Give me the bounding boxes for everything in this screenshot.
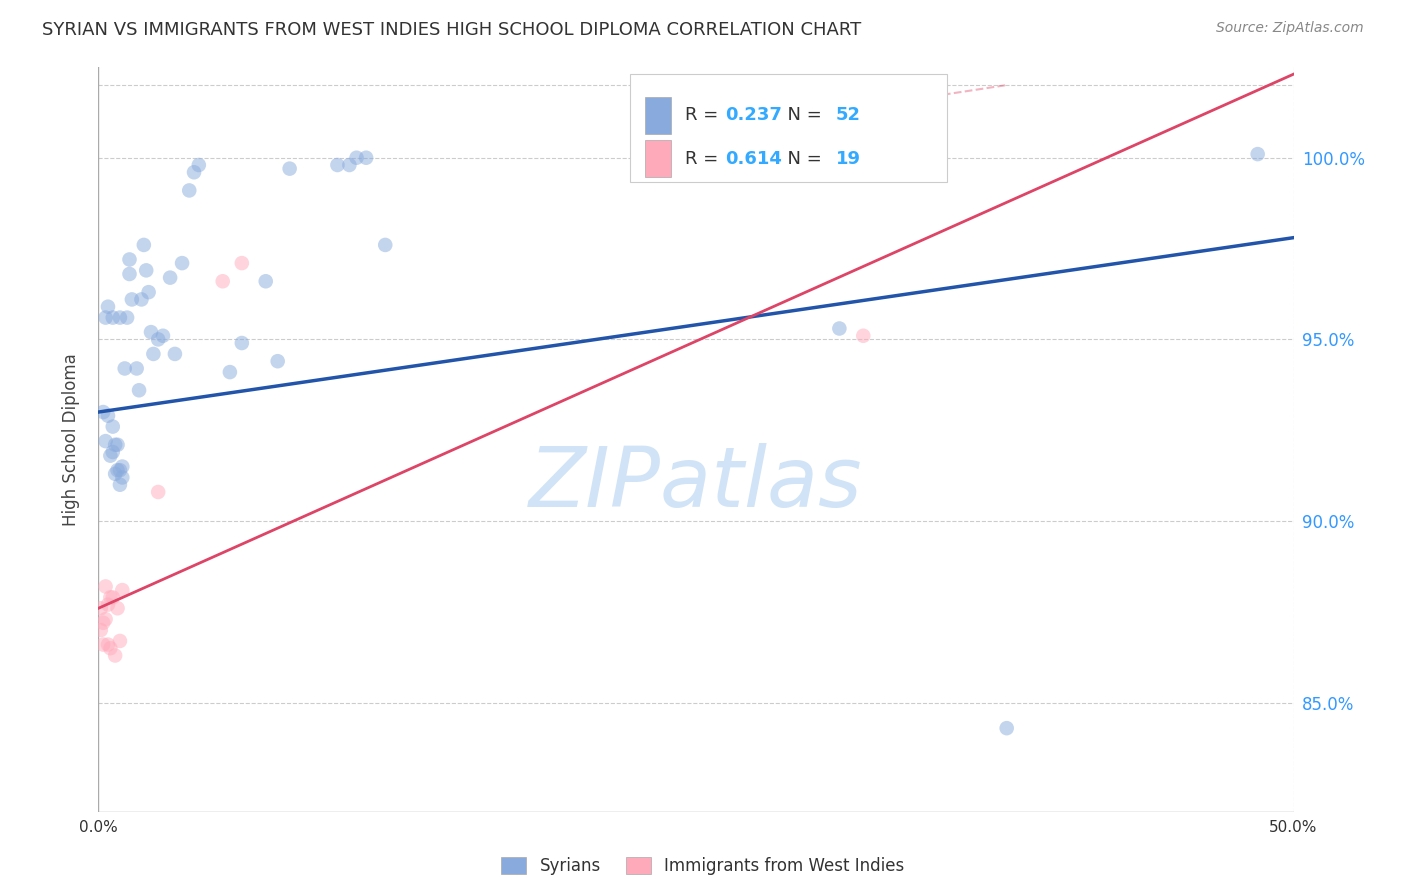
Text: 0.614: 0.614	[724, 150, 782, 168]
Point	[346, 151, 368, 165]
Point	[128, 384, 150, 398]
Point	[374, 238, 396, 252]
Point	[111, 470, 134, 484]
Point	[97, 638, 120, 652]
Text: SYRIAN VS IMMIGRANTS FROM WEST INDIES HIGH SCHOOL DIPLOMA CORRELATION CHART: SYRIAN VS IMMIGRANTS FROM WEST INDIES HI…	[42, 21, 862, 38]
Point	[118, 267, 141, 281]
Point	[108, 634, 131, 648]
Legend: Syrians, Immigrants from West Indies: Syrians, Immigrants from West Indies	[495, 850, 911, 882]
Point	[108, 463, 131, 477]
Text: 19: 19	[835, 150, 860, 168]
Point	[278, 161, 301, 176]
Text: R =: R =	[685, 150, 724, 168]
Point	[142, 347, 165, 361]
Point	[101, 445, 124, 459]
Point	[132, 238, 155, 252]
Text: 52: 52	[835, 106, 860, 124]
Point	[152, 328, 174, 343]
Point	[101, 591, 124, 605]
Point	[135, 263, 157, 277]
Text: Source: ZipAtlas.com: Source: ZipAtlas.com	[1216, 21, 1364, 35]
Point	[1247, 147, 1270, 161]
Text: N =: N =	[776, 106, 828, 124]
Point	[94, 434, 117, 449]
Point	[118, 252, 141, 267]
FancyBboxPatch shape	[644, 140, 671, 178]
Point	[183, 165, 205, 179]
Point	[91, 615, 114, 630]
Point	[159, 270, 181, 285]
Point	[104, 438, 127, 452]
Text: N =: N =	[776, 150, 828, 168]
Text: ZIPatlas: ZIPatlas	[529, 443, 863, 524]
Point	[94, 310, 117, 325]
Point	[107, 601, 129, 615]
Point	[172, 256, 194, 270]
Point	[219, 365, 242, 379]
Point	[108, 477, 131, 491]
Point	[104, 648, 127, 663]
Y-axis label: High School Diploma: High School Diploma	[62, 353, 80, 525]
Point	[326, 158, 349, 172]
Point	[231, 336, 253, 351]
Point	[138, 285, 160, 300]
Point	[995, 721, 1018, 735]
Point	[91, 405, 114, 419]
Point	[852, 328, 875, 343]
FancyBboxPatch shape	[630, 74, 948, 182]
Point	[339, 158, 361, 172]
Point	[267, 354, 290, 368]
Point	[104, 467, 127, 481]
Point	[94, 612, 117, 626]
Point	[107, 463, 129, 477]
Point	[101, 419, 124, 434]
Point	[828, 321, 851, 335]
Point	[90, 601, 112, 615]
Point	[163, 347, 186, 361]
Point	[131, 293, 153, 307]
Point	[90, 623, 112, 637]
Point	[148, 332, 170, 346]
Point	[254, 274, 277, 288]
Point	[98, 641, 122, 656]
Point	[91, 638, 114, 652]
Point	[97, 598, 120, 612]
Point	[111, 459, 134, 474]
Point	[107, 438, 129, 452]
Point	[148, 485, 170, 500]
Point	[354, 151, 377, 165]
Point	[97, 409, 120, 423]
Point	[125, 361, 148, 376]
Point	[98, 449, 122, 463]
Point	[139, 325, 162, 339]
Point	[108, 310, 131, 325]
Point	[97, 300, 120, 314]
Point	[115, 310, 138, 325]
Point	[94, 579, 117, 593]
Text: 0.237: 0.237	[724, 106, 782, 124]
Point	[179, 183, 201, 197]
Point	[98, 591, 122, 605]
Point	[211, 274, 233, 288]
Point	[121, 293, 143, 307]
Text: R =: R =	[685, 106, 724, 124]
Point	[111, 583, 134, 598]
Point	[114, 361, 136, 376]
Point	[101, 310, 124, 325]
FancyBboxPatch shape	[644, 96, 671, 134]
Point	[187, 158, 209, 172]
Point	[231, 256, 253, 270]
